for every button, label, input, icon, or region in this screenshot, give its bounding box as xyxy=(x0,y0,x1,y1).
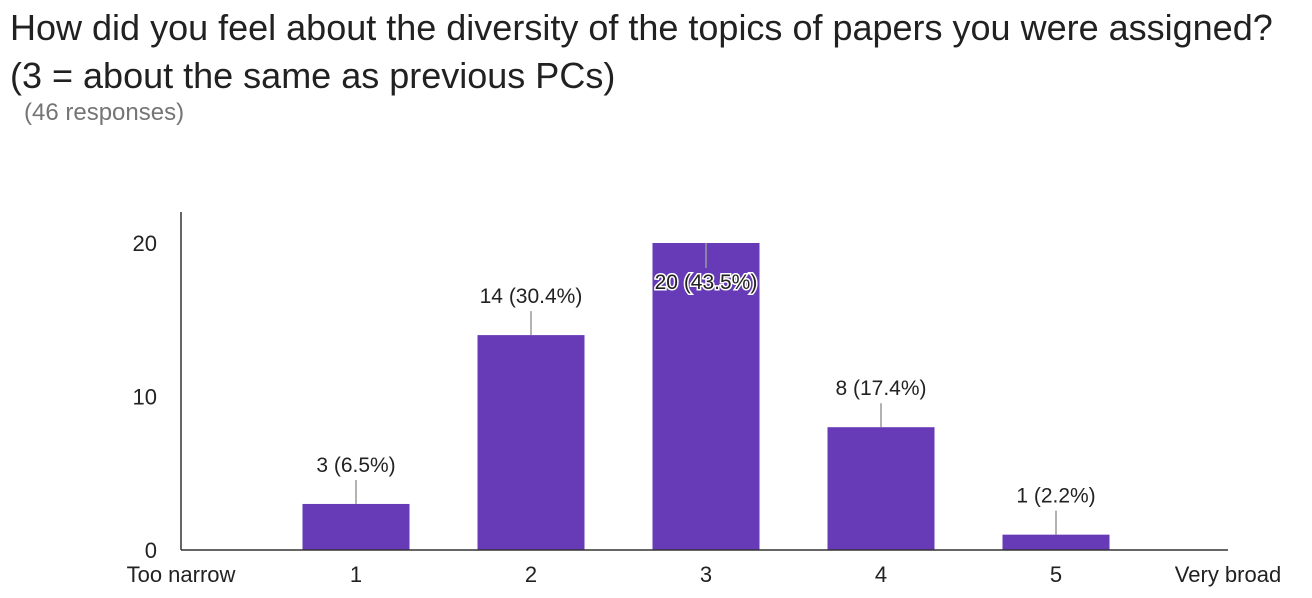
x-end-label-right: Very broad xyxy=(1175,562,1281,587)
data-label-3: 20 (43.5%) xyxy=(655,271,758,294)
bar-2 xyxy=(477,335,585,550)
bar-3 xyxy=(652,243,760,550)
data-label-4: 8 (17.4%) xyxy=(835,377,926,400)
y-tick-labels: 0 10 20 xyxy=(133,231,157,563)
y-tick-label-0: 0 xyxy=(145,538,157,563)
x-tick-label-5: 5 xyxy=(1050,562,1062,587)
data-label-2: 14 (30.4%) xyxy=(480,285,583,308)
x-tick-label-4: 4 xyxy=(875,562,887,587)
bar-1 xyxy=(302,503,410,550)
data-label-1: 3 (6.5%) xyxy=(316,454,395,477)
axes xyxy=(180,212,1228,551)
x-tick-labels: 1 2 3 4 5 Too narrow Very broad xyxy=(127,562,1282,587)
data-label-5: 1 (2.2%) xyxy=(1016,485,1095,508)
data-label-leaders xyxy=(355,243,1057,535)
y-tick-label-20: 20 xyxy=(133,231,157,256)
y-tick-label-10: 10 xyxy=(133,385,157,410)
x-tick-label-2: 2 xyxy=(525,562,537,587)
x-tick-label-3: 3 xyxy=(700,562,712,587)
x-tick-label-1: 1 xyxy=(350,562,362,587)
response-count: (46 responses) xyxy=(24,99,185,126)
data-labels: 3 (6.5%) 14 (30.4%) 20 (43.5%) 8 (17.4%) 1 (… xyxy=(316,270,1095,508)
x-end-label-left: Too narrow xyxy=(127,562,236,587)
bar-5 xyxy=(1002,534,1110,550)
bars-layer xyxy=(302,243,1110,550)
question-title: How did you feel about the diversity of … xyxy=(10,7,1273,96)
bar-4 xyxy=(827,427,935,550)
